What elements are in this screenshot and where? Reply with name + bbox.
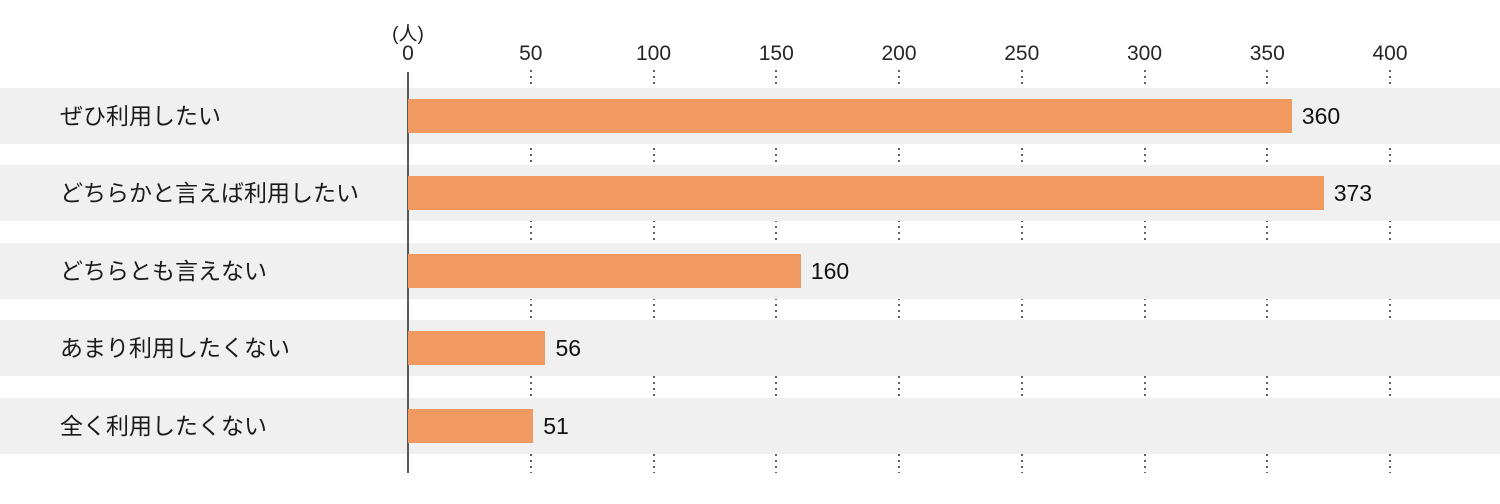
axis-unit-label: (人) bbox=[392, 24, 424, 45]
value-label: 373 bbox=[1333, 180, 1373, 207]
category-label: 全く利用したくない bbox=[60, 412, 267, 439]
x-tick-label: 250 bbox=[1004, 42, 1040, 65]
value-label: 360 bbox=[1301, 103, 1341, 129]
bar bbox=[408, 408, 534, 443]
x-tick-label: 0 bbox=[402, 42, 414, 65]
bar bbox=[408, 176, 1324, 211]
category-label: あまり利用したくない bbox=[60, 335, 290, 362]
bar bbox=[408, 331, 546, 366]
category-label: どちらとも言えない bbox=[60, 257, 267, 284]
bar bbox=[408, 99, 1292, 133]
value-label: 51 bbox=[543, 412, 569, 439]
x-tick-label: 150 bbox=[758, 42, 794, 65]
x-tick-label: 300 bbox=[1126, 42, 1163, 65]
value-label: 160 bbox=[810, 257, 850, 284]
row-band bbox=[0, 320, 1500, 377]
category-label: どちらかと言えば利用したい bbox=[60, 180, 359, 207]
category-label: ぜひ利用したい bbox=[60, 103, 221, 129]
bar bbox=[408, 253, 801, 288]
value-label: 56 bbox=[555, 335, 582, 362]
x-tick-label: 200 bbox=[881, 42, 917, 65]
x-tick-label: 50 bbox=[519, 42, 543, 65]
x-tick-label: 350 bbox=[1249, 42, 1285, 65]
x-tick-label: 100 bbox=[635, 42, 672, 65]
x-tick-label: 400 bbox=[1372, 42, 1408, 65]
row-band bbox=[0, 397, 1500, 454]
